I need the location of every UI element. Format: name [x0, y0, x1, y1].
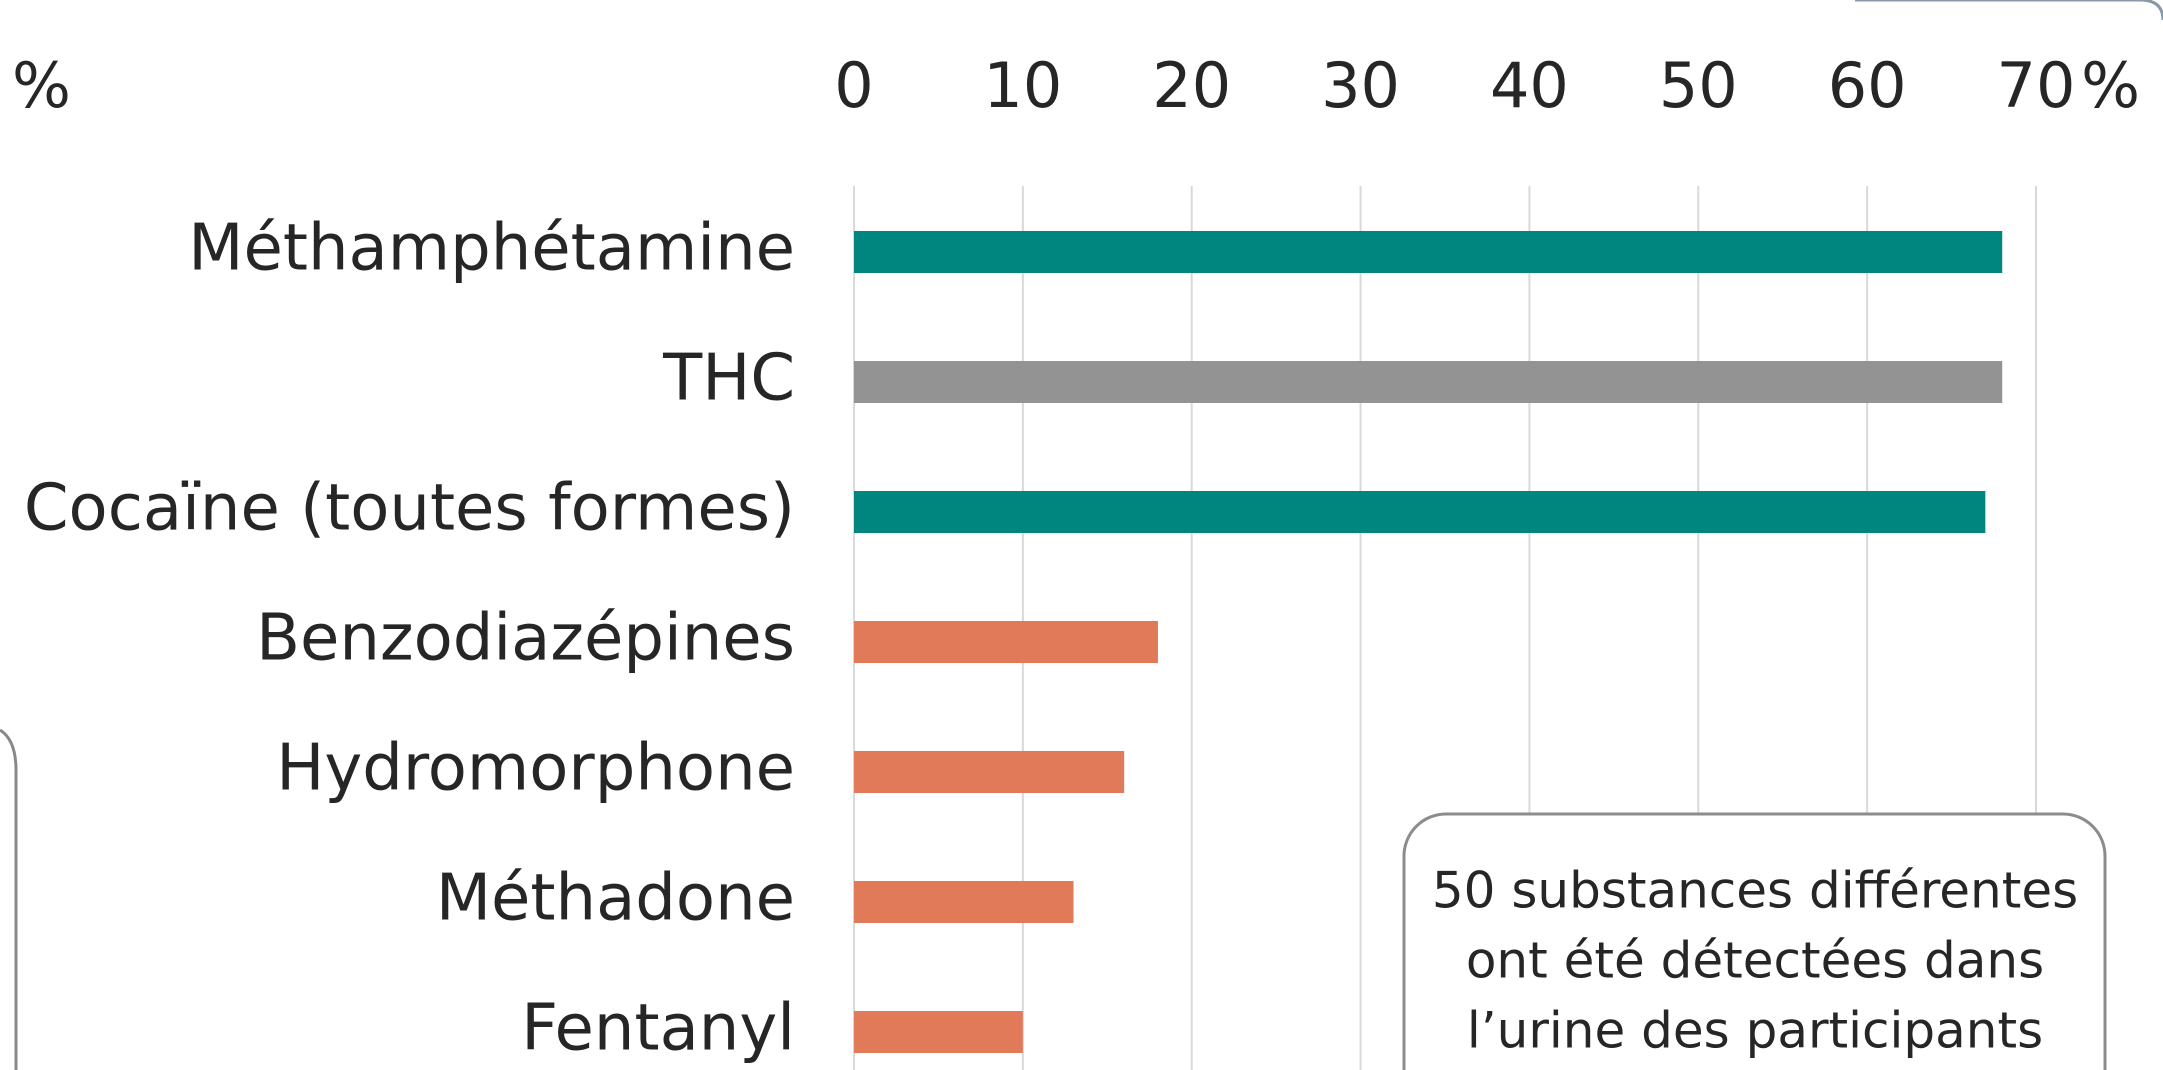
bar: [854, 1011, 1023, 1053]
x-tick-label: 60: [1828, 49, 1907, 122]
bar: [854, 621, 1158, 663]
bar: [854, 361, 2003, 403]
y-tick-label: Cocaïne (toutes formes): [24, 472, 795, 546]
bar: [854, 491, 1986, 533]
x-tick-label: 10: [983, 49, 1062, 122]
annotation: 50 substances différentes ont été détecté…: [1432, 862, 2078, 1060]
annotation-line: ont été détectées dans: [1466, 932, 2044, 990]
side-fragment: %: [12, 49, 71, 122]
bar: [854, 881, 1074, 923]
y-tick-label: Hydromorphone: [276, 732, 795, 806]
x-tick-label: 70: [1997, 49, 2076, 122]
x-tick-label: 20: [1152, 49, 1231, 122]
bars: Méthamphétamine THC Cocaïne (toutes formes…: [24, 212, 2003, 1066]
x-tick-label: 30: [1321, 49, 1400, 122]
annotation-line: l’urine des participants: [1467, 1002, 2043, 1060]
panel-edge: [0, 728, 18, 1070]
y-tick-label: THC: [662, 342, 795, 416]
x-tick-label: 40: [1490, 49, 1569, 122]
y-tick-label: Méthadone: [436, 862, 795, 936]
y-tick-label: Fentanyl: [521, 992, 795, 1066]
y-tick-label: Méthamphétamine: [188, 212, 795, 286]
panel-edge: [1855, 0, 2163, 21]
annotation-line: 50 substances différentes: [1432, 862, 2078, 920]
axis-unit: %: [2081, 49, 2140, 122]
annotation-box: [1402, 812, 2107, 1070]
y-tick-label: Benzodiazépines: [256, 602, 795, 676]
x-tick-label: 0: [834, 49, 873, 122]
bar: [854, 231, 2003, 273]
bar: [854, 751, 1125, 793]
grid: 0 10 20 30 40 50 60 70: [834, 49, 2075, 1070]
x-tick-label: 50: [1659, 49, 1738, 122]
